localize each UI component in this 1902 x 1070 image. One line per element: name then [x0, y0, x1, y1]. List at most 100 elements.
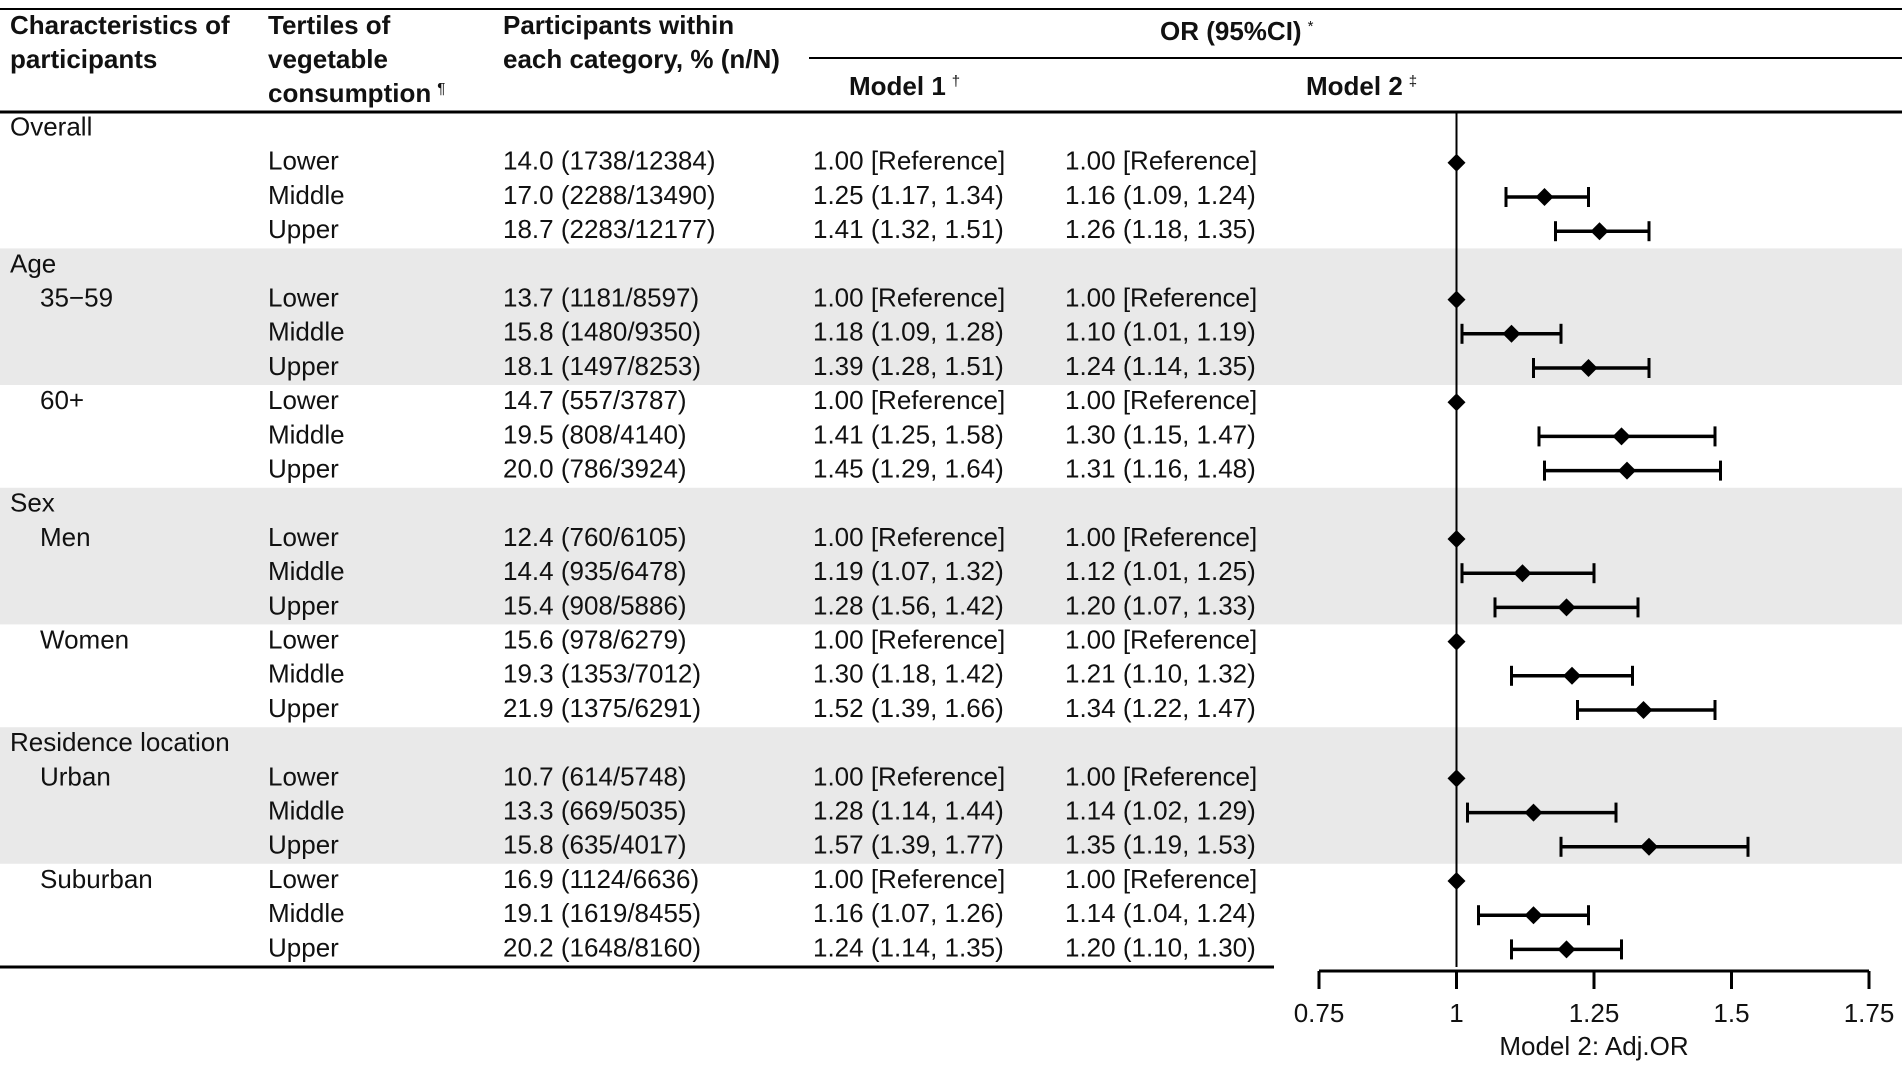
- tertile: Lower: [268, 864, 339, 894]
- point-estimate: [1612, 427, 1631, 446]
- model1: 1.00 [Reference]: [813, 761, 1005, 791]
- tertile: Middle: [268, 556, 345, 586]
- group-label: Overall: [10, 111, 92, 141]
- model2: 1.00 [Reference]: [1065, 522, 1257, 552]
- header-text: Model 1: [849, 71, 946, 101]
- model1: 1.41 (1.32, 1.51): [813, 214, 1004, 244]
- model2: 1.00 [Reference]: [1065, 282, 1257, 312]
- tertile: Upper: [268, 453, 339, 483]
- model2: 1.00 [Reference]: [1065, 864, 1257, 894]
- participants: 13.3 (669/5035): [503, 795, 687, 825]
- model2: 1.12 (1.01, 1.25): [1065, 556, 1256, 586]
- model1: 1.24 (1.14, 1.35): [813, 932, 1004, 962]
- model2: 1.24 (1.14, 1.35): [1065, 351, 1256, 381]
- point-estimate: [1579, 359, 1598, 377]
- point-estimate: [1618, 461, 1636, 480]
- tertile: Upper: [268, 590, 339, 620]
- x-tick-label: 0.75: [1294, 998, 1345, 1028]
- x-tick-label: 1: [1449, 998, 1463, 1028]
- participants: 10.7 (614/5748): [503, 761, 687, 791]
- point-estimate: [1563, 666, 1581, 685]
- point-estimate: [1502, 324, 1521, 343]
- footnote-mark: *: [1307, 18, 1314, 35]
- row-shade: [0, 727, 1902, 864]
- model2: 1.00 [Reference]: [1065, 761, 1257, 791]
- model2: 1.31 (1.16, 1.48): [1065, 453, 1256, 483]
- subgroup-label: Women: [40, 624, 129, 654]
- group-label: Sex: [10, 488, 55, 518]
- participants: 12.4 (760/6105): [503, 522, 687, 552]
- header-model1: Model 1 †: [849, 69, 960, 103]
- participants: 15.6 (978/6279): [503, 624, 687, 654]
- point-estimate: [1640, 837, 1658, 856]
- participants: 17.0 (2288/13490): [503, 180, 716, 210]
- subgroup-label: Urban: [40, 761, 111, 791]
- subgroup-label: Men: [40, 522, 91, 552]
- tertile: Upper: [268, 214, 339, 244]
- model1: 1.52 (1.39, 1.66): [813, 693, 1004, 723]
- model1: 1.28 (1.14, 1.44): [813, 795, 1004, 825]
- subgroup-label: Suburban: [40, 864, 153, 894]
- point-estimate: [1590, 222, 1609, 241]
- model2: 1.00 [Reference]: [1065, 385, 1257, 415]
- model2: 1.21 (1.10, 1.32): [1065, 659, 1256, 689]
- participants: 15.4 (908/5886): [503, 590, 687, 620]
- subgroup-label: 35−59: [40, 282, 113, 312]
- participants: 19.5 (808/4140): [503, 419, 687, 449]
- participants: 18.7 (2283/12177): [503, 214, 716, 244]
- model2: 1.30 (1.15, 1.47): [1065, 419, 1256, 449]
- header-text: Model 2: [1306, 71, 1403, 101]
- x-tick-label: 1.25: [1569, 998, 1620, 1028]
- header-or: OR (95%CI) *: [1160, 14, 1313, 48]
- tertile: Middle: [268, 180, 345, 210]
- participants: 14.0 (1738/12384): [503, 146, 716, 176]
- x-tick-label: 1.5: [1713, 998, 1749, 1028]
- tertile: Middle: [268, 317, 345, 347]
- point-estimate: [1557, 940, 1576, 959]
- model2: 1.14 (1.02, 1.29): [1065, 795, 1256, 825]
- model1: 1.41 (1.25, 1.58): [813, 419, 1004, 449]
- participants: 15.8 (635/4017): [503, 830, 687, 860]
- participants: 15.8 (1480/9350): [503, 317, 701, 347]
- tertile: Lower: [268, 282, 339, 312]
- model1: 1.16 (1.07, 1.26): [813, 898, 1004, 928]
- model1: 1.25 (1.17, 1.34): [813, 180, 1004, 210]
- model1: 1.28 (1.56, 1.42): [813, 590, 1004, 620]
- participants: 20.2 (1648/8160): [503, 932, 701, 962]
- participants: 21.9 (1375/6291): [503, 693, 701, 723]
- model2: 1.20 (1.10, 1.30): [1065, 932, 1256, 962]
- point-estimate: [1524, 803, 1543, 822]
- tertile: Upper: [268, 693, 339, 723]
- footnote-mark: †: [951, 73, 961, 90]
- participants: 18.1 (1497/8253): [503, 351, 701, 381]
- tertile: Lower: [268, 146, 339, 176]
- tertile: Lower: [268, 624, 339, 654]
- tertile: Lower: [268, 522, 339, 552]
- point-estimate: [1634, 701, 1653, 719]
- participants: 16.9 (1124/6636): [503, 864, 699, 894]
- tertile: Lower: [268, 761, 339, 791]
- row-shade: [0, 487, 1902, 625]
- model1: 1.30 (1.18, 1.42): [813, 659, 1004, 689]
- header-text: Tertiles of vegetable consumption: [268, 10, 432, 108]
- participants: 20.0 (786/3924): [503, 453, 687, 483]
- model1: 1.00 [Reference]: [813, 282, 1005, 312]
- model2: 1.34 (1.22, 1.47): [1065, 693, 1256, 723]
- header-characteristics: Characteristics of participants: [10, 10, 230, 74]
- group-label: Age: [10, 248, 56, 278]
- tertile: Middle: [268, 898, 345, 928]
- participants: 19.1 (1619/8455): [503, 898, 701, 928]
- tertile: Upper: [268, 932, 339, 962]
- model1: 1.57 (1.39, 1.77): [813, 830, 1004, 860]
- header-model2: Model 2 ‡: [1306, 69, 1417, 103]
- model2: 1.14 (1.04, 1.24): [1065, 898, 1256, 928]
- model1: 1.45 (1.29, 1.64): [813, 453, 1004, 483]
- model2: 1.00 [Reference]: [1065, 624, 1257, 654]
- tertile: Upper: [268, 830, 339, 860]
- model1: 1.00 [Reference]: [813, 864, 1005, 894]
- participants: 13.7 (1181/8597): [503, 282, 699, 312]
- model1: 1.00 [Reference]: [813, 624, 1005, 654]
- subgroup-label: 60+: [40, 385, 84, 415]
- x-axis-label: Model 2: Adj.OR: [1499, 1031, 1688, 1061]
